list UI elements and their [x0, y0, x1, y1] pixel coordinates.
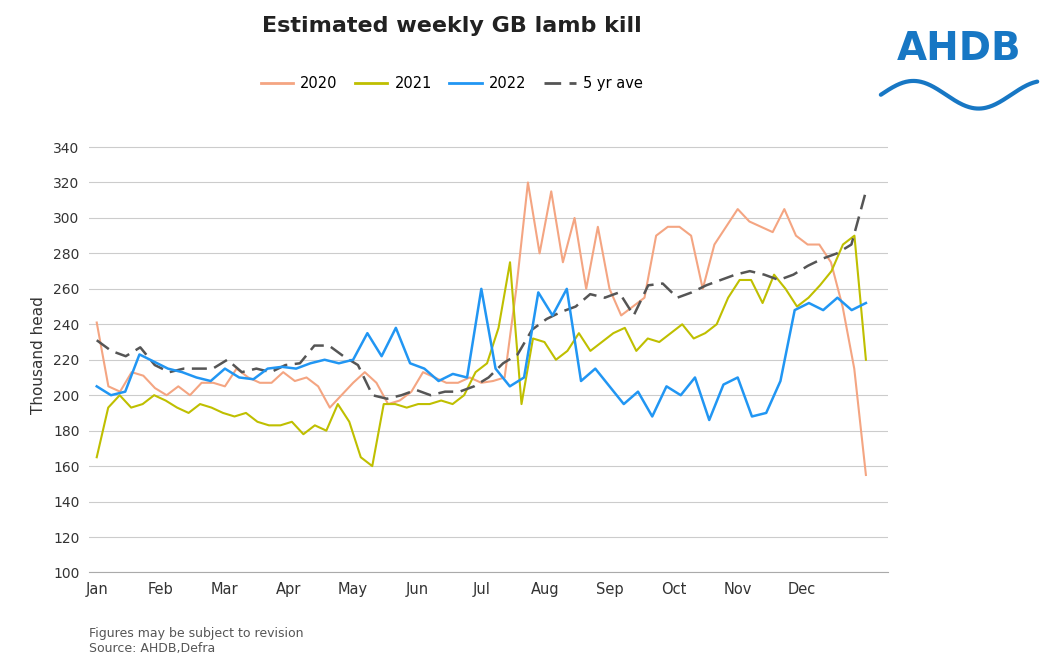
Text: AHDB: AHDB [897, 30, 1022, 68]
Y-axis label: Thousand head: Thousand head [32, 296, 46, 415]
Text: Estimated weekly GB lamb kill: Estimated weekly GB lamb kill [262, 16, 642, 36]
Legend: 2020, 2021, 2022, 5 yr ave: 2020, 2021, 2022, 5 yr ave [255, 70, 648, 97]
Text: Figures may be subject to revision
Source: AHDB,Defra: Figures may be subject to revision Sourc… [89, 626, 304, 655]
